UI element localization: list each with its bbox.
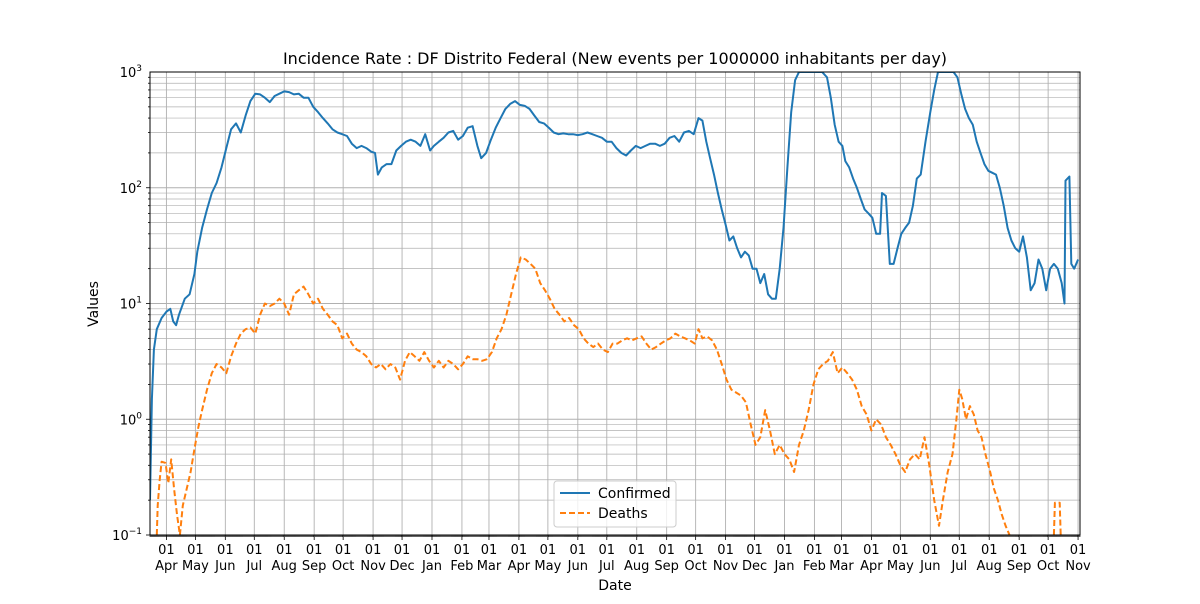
x-tick-day-label: 01	[981, 543, 998, 558]
x-tick-month-label: Aug	[624, 559, 649, 574]
x-tick-day-label: 01	[658, 543, 675, 558]
y-tick-label: 100	[120, 411, 143, 428]
x-tick-month-label: Jul	[245, 559, 262, 574]
x-tick-day-label: 01	[717, 543, 734, 558]
x-tick-month-label: Aug	[272, 559, 297, 574]
x-tick-day-label: 01	[687, 543, 704, 558]
legend-label-confirmed: Confirmed	[598, 486, 671, 502]
x-tick-day-label: 01	[246, 543, 263, 558]
x-tick-month-label: Apr	[860, 559, 883, 574]
legend-label-deaths: Deaths	[598, 506, 648, 522]
x-tick-month-label: Nov	[1065, 559, 1091, 574]
x-tick-day-label: 01	[746, 543, 763, 558]
x-tick-month-label: Feb	[803, 559, 826, 574]
x-tick-day-label: 01	[628, 543, 645, 558]
x-tick-day-label: 01	[276, 543, 293, 558]
x-tick-day-label: 01	[511, 543, 528, 558]
y-tick-label: 103	[120, 64, 142, 81]
x-tick-day-label: 01	[424, 543, 441, 558]
legend: Confirmed Deaths	[553, 480, 677, 528]
series-line-confirmed	[150, 72, 1080, 501]
x-tick-day-label: 01	[922, 543, 939, 558]
series-line-deaths	[155, 256, 1011, 535]
x-tick-month-label: Apr	[155, 559, 178, 574]
x-tick-month-label: Apr	[508, 559, 531, 574]
x-tick-month-label: Jul	[598, 559, 615, 574]
x-tick-day-label: 01	[1070, 543, 1087, 558]
x-tick-month-label: Jun	[919, 559, 940, 574]
ticks: 10−110010110210301Apr01May01Jun01Jul01Au…	[112, 64, 1091, 574]
x-tick-day-label: 01	[158, 543, 175, 558]
x-tick-day-label: 01	[1011, 543, 1028, 558]
x-tick-month-label: May	[887, 559, 914, 574]
x-tick-month-label: Nov	[713, 559, 739, 574]
x-tick-month-label: May	[182, 559, 209, 574]
x-tick-month-label: Feb	[450, 559, 473, 574]
x-tick-day-label: 01	[806, 543, 823, 558]
x-tick-day-label: 01	[599, 543, 616, 558]
series-layer	[150, 72, 1080, 535]
x-tick-day-label: 01	[776, 543, 793, 558]
x-tick-month-label: Mar	[829, 559, 854, 574]
x-tick-month-label: Dec	[389, 559, 414, 574]
x-tick-month-label: Sep	[302, 559, 327, 574]
x-tick-month-label: Jun	[567, 559, 588, 574]
x-tick-day-label: 01	[335, 543, 352, 558]
x-tick-day-label: 01	[187, 543, 204, 558]
y-tick-label: 101	[120, 296, 142, 313]
x-tick-month-label: Oct	[684, 559, 706, 574]
grid	[150, 72, 1080, 536]
x-tick-day-label: 01	[892, 543, 909, 558]
x-tick-day-label: 01	[951, 543, 968, 558]
x-tick-day-label: 01	[833, 543, 850, 558]
x-tick-day-label: 01	[217, 543, 234, 558]
x-tick-day-label: 01	[481, 543, 498, 558]
chart-title: Incidence Rate : DF Distrito Federal (Ne…	[283, 49, 947, 68]
x-tick-day-label: 01	[863, 543, 880, 558]
x-tick-day-label: 01	[365, 543, 382, 558]
x-tick-month-label: Mar	[477, 559, 502, 574]
x-tick-month-label: May	[534, 559, 561, 574]
x-tick-month-label: Dec	[742, 559, 767, 574]
x-tick-month-label: Jan	[773, 559, 794, 574]
x-tick-month-label: Sep	[1007, 559, 1032, 574]
y-tick-label: 10−1	[112, 527, 142, 544]
x-tick-month-label: Jun	[214, 559, 235, 574]
x-tick-day-label: 01	[394, 543, 411, 558]
x-tick-day-label: 01	[306, 543, 323, 558]
x-tick-month-label: Oct	[332, 559, 354, 574]
x-tick-month-label: Oct	[1037, 559, 1059, 574]
x-tick-month-label: Nov	[360, 559, 386, 574]
x-tick-month-label: Aug	[977, 559, 1002, 574]
y-tick-label: 102	[120, 180, 142, 197]
x-tick-day-label: 01	[540, 543, 557, 558]
y-axis-label: Values	[86, 281, 102, 327]
x-tick-month-label: Jul	[950, 559, 967, 574]
x-tick-day-label: 01	[454, 543, 471, 558]
x-tick-month-label: Jan	[421, 559, 442, 574]
x-axis-label: Date	[598, 578, 631, 594]
x-tick-day-label: 01	[570, 543, 587, 558]
x-tick-month-label: Sep	[654, 559, 679, 574]
x-tick-day-label: 01	[1040, 543, 1057, 558]
